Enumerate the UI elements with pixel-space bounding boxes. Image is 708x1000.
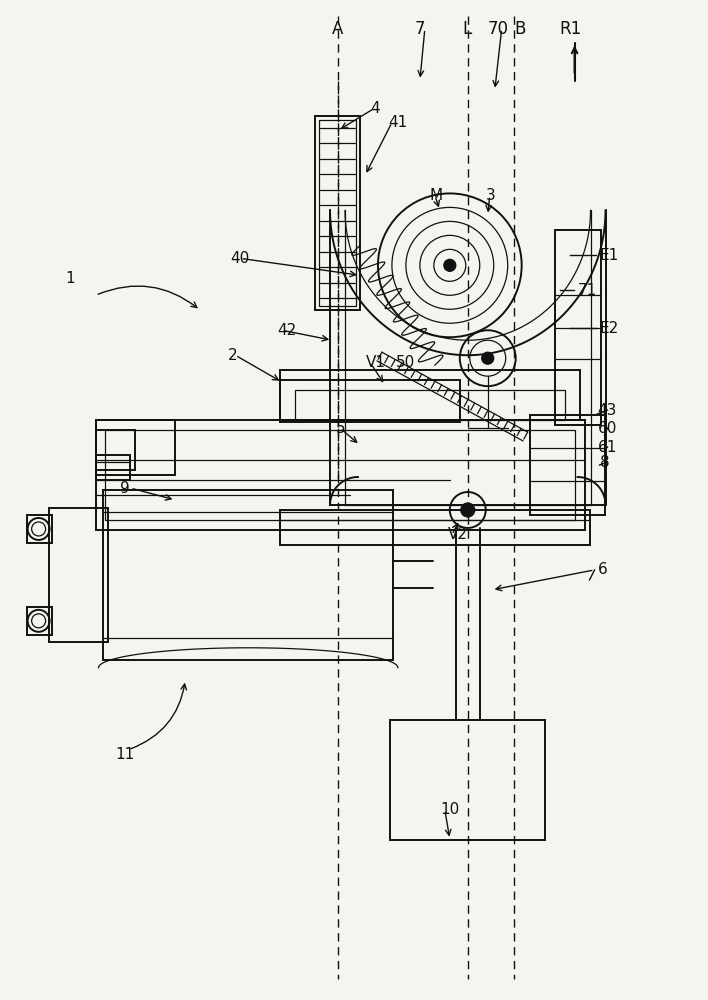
Bar [49,508,108,642]
Bar [315,116,360,310]
Bar [280,510,590,545]
Ellipse shape [481,352,493,364]
Text: 2: 2 [228,348,238,363]
Text: 6: 6 [598,562,607,577]
Bar [390,720,544,840]
Text: L: L [462,20,472,38]
Text: 40: 40 [230,251,249,266]
Bar [96,455,130,480]
Text: 50: 50 [396,355,415,370]
Bar [554,230,600,425]
Bar [319,120,356,306]
Text: 5: 5 [336,421,346,436]
Bar [27,515,52,543]
Ellipse shape [461,503,475,517]
Text: 7: 7 [415,20,425,38]
Text: 11: 11 [115,747,135,762]
Text: V2: V2 [448,527,468,542]
Text: V1: V1 [366,355,386,370]
Bar [96,420,585,530]
Text: 71: 71 [578,283,597,298]
Text: R1: R1 [559,20,582,38]
Text: 8: 8 [600,455,609,470]
Text: 3: 3 [486,188,496,203]
Bar [280,380,459,422]
Text: 1: 1 [66,271,75,286]
Bar [295,390,564,420]
Text: 41: 41 [388,115,407,130]
Text: 10: 10 [440,802,459,817]
Text: B: B [514,20,525,38]
Bar [27,607,52,635]
Text: 70: 70 [487,20,508,38]
Text: 42: 42 [277,323,297,338]
Text: 4: 4 [370,101,379,116]
Bar [96,430,135,470]
Bar [280,370,580,420]
Text: E2: E2 [600,321,619,336]
Ellipse shape [444,259,456,271]
Bar [103,490,393,660]
Text: 43: 43 [598,403,617,418]
Bar [96,420,176,475]
Bar [105,430,575,520]
Text: E1: E1 [600,248,619,263]
Text: 9: 9 [120,481,130,496]
Text: 61: 61 [598,440,617,455]
Bar [530,415,605,515]
Text: 60: 60 [598,421,617,436]
Text: A: A [332,20,343,38]
Text: M: M [430,188,443,203]
